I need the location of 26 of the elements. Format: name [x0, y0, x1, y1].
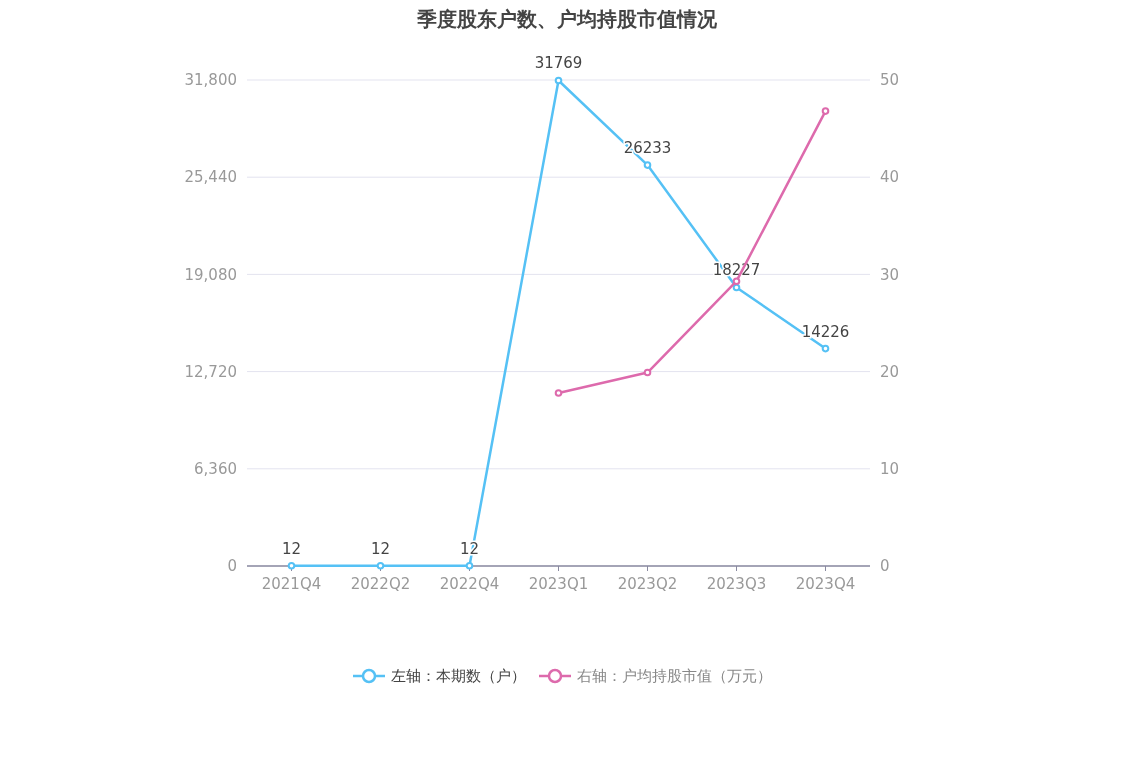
- legend-label: 右轴：户均持股市值（万元）: [577, 667, 772, 686]
- chart-title: 季度股东户数、户均持股市值情况: [416, 7, 718, 31]
- data-label: 12: [281, 539, 302, 558]
- x-tick-label: 2023Q2: [617, 575, 678, 593]
- y-tick-label: 12,720: [184, 362, 237, 381]
- y2-tick-label: 50: [880, 71, 900, 90]
- data-label: 12: [370, 539, 391, 558]
- y-tick-label: 6,360: [194, 460, 237, 479]
- y2-tick-label: 40: [880, 168, 900, 187]
- y2-tick-label: 0: [880, 557, 890, 576]
- y2-tick-label: 20: [880, 362, 900, 381]
- y-tick-label: 19,080: [184, 265, 237, 284]
- x-tick-label: 2022Q2: [350, 575, 411, 593]
- y-tick-label: 0: [227, 557, 237, 576]
- y2-tick-label: 30: [880, 265, 900, 284]
- data-label: 14226: [801, 322, 850, 341]
- legend-label: 左轴：本期数（户）: [391, 667, 526, 686]
- x-tick-label: 2021Q4: [261, 575, 322, 593]
- x-tick-label: 2022Q4: [439, 575, 500, 593]
- y-tick-label: 31,800: [184, 71, 237, 90]
- y-tick-label: 25,440: [184, 168, 237, 187]
- y2-tick-label: 10: [880, 460, 900, 479]
- x-tick-label: 2023Q3: [706, 575, 767, 593]
- data-label: 31769: [534, 54, 583, 73]
- x-tick-label: 2023Q4: [795, 575, 856, 593]
- x-tick-label: 2023Q1: [528, 575, 589, 593]
